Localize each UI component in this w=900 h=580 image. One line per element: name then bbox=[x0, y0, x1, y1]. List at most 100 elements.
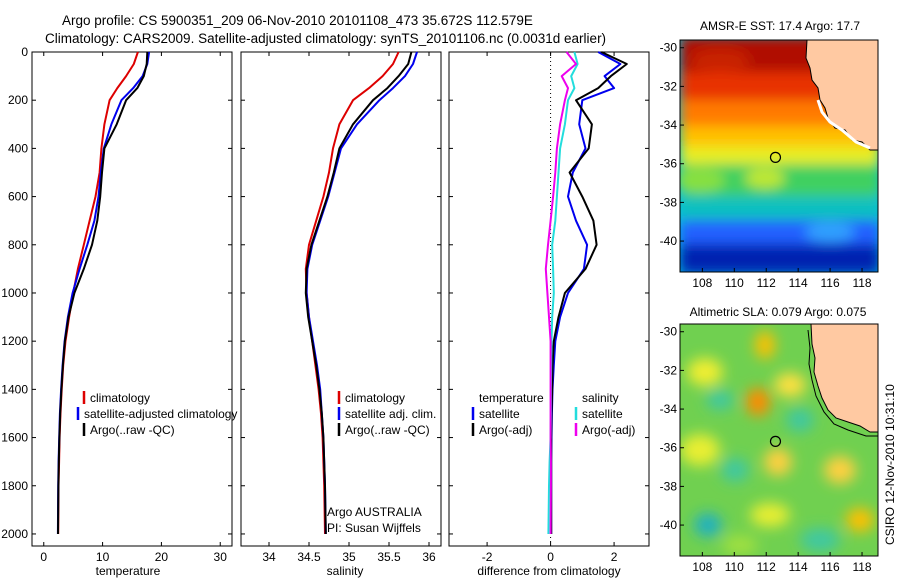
legend-label-satellite: satellite adj. clim. bbox=[345, 407, 436, 421]
lon-tick-label: 114 bbox=[789, 276, 808, 290]
legend-label-temp-argo: Argo(-adj) bbox=[479, 423, 532, 437]
legend-heading-temperature: temperature bbox=[479, 391, 544, 405]
lat-tick-label: -32 bbox=[660, 79, 678, 93]
temperature-panel-frame bbox=[31, 51, 233, 547]
lon-tick-label: 118 bbox=[852, 276, 871, 290]
legend-label-sal-argo: Argo(-adj) bbox=[582, 423, 635, 437]
x-tick-label: 0 bbox=[40, 550, 47, 564]
depth-tick-label: 1800 bbox=[1, 479, 28, 493]
temperature-series bbox=[56, 51, 151, 535]
lat-tick-label: -40 bbox=[660, 518, 678, 532]
figure-title-line1: Argo profile: CS 5900351_209 06-Nov-2010… bbox=[62, 13, 533, 28]
salinity-y-ticks bbox=[241, 51, 441, 535]
salinity-legend: climatology satellite adj. clim. Argo(..… bbox=[337, 391, 436, 437]
depth-tick-label: 400 bbox=[8, 141, 28, 155]
depth-tick-label: 1000 bbox=[1, 286, 28, 300]
sst-field bbox=[680, 40, 878, 272]
lon-tick-label: 116 bbox=[821, 560, 840, 574]
sla-land-australia bbox=[810, 324, 878, 433]
legend-label-climatology: climatology bbox=[345, 391, 405, 405]
pi-note: PI: Susan Wijffels bbox=[327, 521, 421, 535]
depth-tick-label: 1400 bbox=[1, 382, 28, 396]
lat-tick-label: -30 bbox=[660, 41, 678, 55]
lon-tick-label: 112 bbox=[757, 276, 776, 290]
depth-tick-label: 0 bbox=[21, 45, 28, 59]
sst-lon-ticks: 108 110 112 114 116 118 bbox=[692, 268, 872, 290]
sla-argo-location-marker bbox=[769, 435, 782, 447]
sla-field bbox=[680, 324, 878, 556]
figure-title-line2: Climatology: CARS2009. Satellite-adjuste… bbox=[45, 31, 606, 46]
salinity-panel-frame bbox=[240, 51, 442, 547]
temperature-x-label: temperature bbox=[96, 564, 161, 578]
depth-tick-label: 2000 bbox=[1, 527, 28, 541]
salinity-panel: 34 34.5 35 35.5 36 salinity climatology sate… bbox=[240, 51, 442, 578]
sst-map-title: AMSR-E SST: 17.4 Argo: 17.7 bbox=[700, 19, 860, 33]
lon-tick-label: 108 bbox=[692, 276, 712, 290]
lon-tick-label: 112 bbox=[757, 560, 776, 574]
sla-lat-ticks: -30 -32 -34 -36 -38 -40 bbox=[660, 325, 684, 532]
x-tick-label: 36 bbox=[422, 550, 436, 564]
x-tick-label: 2 bbox=[611, 550, 618, 564]
difference-x-ticks: -2 0 2 bbox=[482, 52, 618, 564]
sst-lat-ticks: -30 -32 -34 -36 -38 -40 bbox=[660, 41, 684, 248]
legend-label-climatology: climatology bbox=[90, 391, 150, 405]
depth-tick-label: 800 bbox=[8, 238, 28, 252]
x-tick-label: 35 bbox=[342, 550, 356, 564]
legend-label-argo: Argo(..raw -QC) bbox=[90, 423, 175, 437]
series-line-argo-raw-qc bbox=[304, 51, 413, 535]
x-tick-label: 35.5 bbox=[377, 550, 401, 564]
temperature-panel: 0 200 400 600 800 1000 1200 1400 1600 1800 2000 0 1… bbox=[1, 45, 237, 578]
legend-label-argo: Argo(..raw -QC) bbox=[345, 423, 430, 437]
depth-tick-label: 200 bbox=[8, 93, 28, 107]
lat-tick-label: -36 bbox=[660, 157, 678, 171]
x-tick-label: 20 bbox=[155, 550, 169, 564]
legend-label-satellite: satellite-adjusted climatology bbox=[84, 407, 237, 421]
lon-tick-label: 108 bbox=[692, 560, 712, 574]
depth-tick-label: 600 bbox=[8, 190, 28, 204]
x-tick-label: 30 bbox=[214, 550, 228, 564]
lon-tick-label: 116 bbox=[821, 276, 840, 290]
csiro-credit: CSIRO 12-Nov-2010 10:31:10 bbox=[883, 384, 897, 545]
difference-panel: -2 0 2 difference from climatology tempera… bbox=[448, 51, 650, 578]
difference-series bbox=[544, 51, 628, 535]
difference-y-ticks bbox=[449, 51, 649, 535]
temperature-legend: climatology satellite-adjusted climatolo… bbox=[76, 391, 237, 437]
depth-tick-labels: 0 200 400 600 800 1000 1200 1400 1600 1800 2000 bbox=[1, 45, 232, 541]
difference-x-label: difference from climatology bbox=[477, 564, 620, 578]
legend-heading-salinity: salinity bbox=[582, 391, 619, 405]
argo-program-note: Argo AUSTRALIA bbox=[327, 505, 422, 519]
x-tick-label: 34.5 bbox=[297, 550, 321, 564]
x-tick-label: 0 bbox=[547, 550, 554, 564]
lon-tick-label: 110 bbox=[725, 560, 744, 574]
sla-lon-ticks: 108 110 112 114 116 118 bbox=[692, 552, 872, 574]
lon-tick-label: 110 bbox=[725, 276, 744, 290]
lat-tick-label: -38 bbox=[660, 479, 678, 493]
lon-tick-label: 114 bbox=[789, 560, 808, 574]
lon-tick-label: 118 bbox=[852, 560, 871, 574]
salinity-series bbox=[304, 51, 418, 535]
legend-label-sal-satellite: satellite bbox=[582, 407, 623, 421]
x-tick-label: 10 bbox=[96, 550, 110, 564]
salinity-x-label: salinity bbox=[327, 564, 364, 578]
series-line-salinity-argo-adj bbox=[544, 51, 577, 535]
sla-map-title: Altimetric SLA: 0.079 Argo: 0.075 bbox=[690, 305, 867, 319]
lat-tick-label: -38 bbox=[660, 195, 678, 209]
x-tick-label: -2 bbox=[482, 550, 493, 564]
sst-map-frame bbox=[679, 39, 879, 273]
lat-tick-label: -34 bbox=[660, 402, 678, 416]
temperature-x-ticks: 0 10 20 30 bbox=[40, 52, 227, 564]
sst-map: AMSR-E SST: 17.4 Argo: 17.7 bbox=[660, 19, 879, 290]
sla-map: Altimetric SLA: 0.079 Argo: 0.075 bbox=[660, 305, 879, 574]
sla-map-frame bbox=[679, 323, 879, 557]
series-line-argo-raw-qc bbox=[57, 51, 149, 535]
lat-tick-label: -34 bbox=[660, 118, 678, 132]
salinity-x-ticks: 34 34.5 35 35.5 36 bbox=[262, 52, 436, 564]
x-tick-label: 34 bbox=[262, 550, 276, 564]
depth-tick-label: 1200 bbox=[1, 334, 28, 348]
difference-legend: temperature satellite Argo(-adj) salinit… bbox=[471, 391, 635, 437]
legend-label-temp-satellite: satellite bbox=[479, 407, 520, 421]
lat-tick-label: -32 bbox=[660, 363, 678, 377]
lat-tick-label: -36 bbox=[660, 441, 678, 455]
lat-tick-label: -40 bbox=[660, 234, 678, 248]
